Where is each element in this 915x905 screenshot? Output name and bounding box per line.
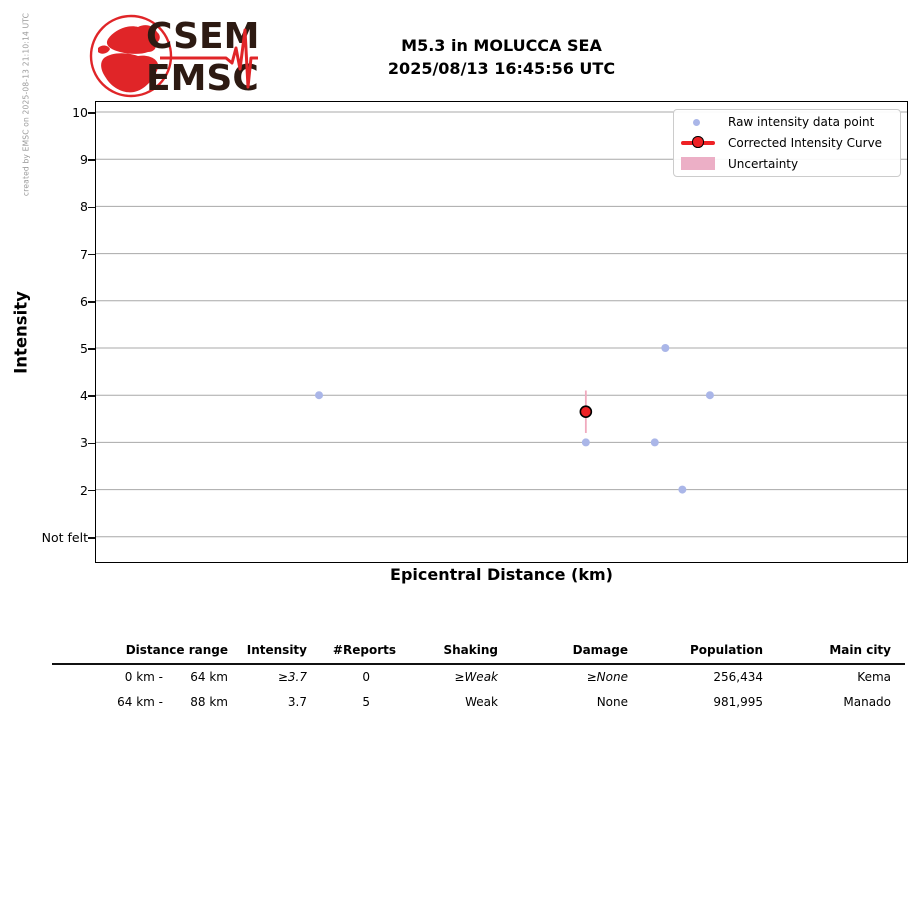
table-row-1-city: Kema <box>857 670 891 684</box>
y-tick-label: Not felt <box>41 529 88 545</box>
corrected-intensity-point <box>579 405 593 419</box>
header-reports: #Reports <box>332 643 396 657</box>
legend: Raw intensity data point Corrected Inten… <box>673 109 901 177</box>
y-tick-mark <box>88 395 95 397</box>
uncertainty-icon <box>681 157 715 171</box>
y-axis-tick-labels: 10 9 8 7 6 5 4 3 2 Not felt <box>0 103 88 563</box>
y-tick-label: 5 <box>80 341 88 356</box>
table-row-1-damage: ≥None <box>586 670 628 684</box>
legend-label-raw: Raw intensity data point <box>728 115 875 130</box>
raw-data-point <box>650 438 659 447</box>
range-end: 64 km <box>190 670 228 684</box>
logo-csem-text: CSEM <box>146 16 258 57</box>
raw-point-icon <box>681 115 715 129</box>
table-row-1-range: 0 km - 64 km <box>52 665 228 690</box>
y-tick-mark <box>88 301 95 303</box>
legend-item-raw: Raw intensity data point <box>681 112 900 132</box>
header-distance-range: Distance range <box>125 643 228 657</box>
header-intensity: Intensity <box>246 643 307 657</box>
table-row-1-reports: 0 <box>362 670 370 684</box>
y-tick-mark <box>88 112 95 114</box>
header-shaking: Shaking <box>443 643 498 657</box>
legend-label-corrected: Corrected Intensity Curve <box>728 135 883 150</box>
globe-icon <box>89 14 173 98</box>
header-main-city: Main city <box>829 643 891 657</box>
table-row-2-range: 64 km - 88 km <box>52 690 228 715</box>
legend-item-uncertainty: Uncertainty <box>681 154 900 174</box>
summary-table: Distance range Intensity #Reports Shakin… <box>52 640 905 715</box>
y-tick-mark <box>88 442 95 445</box>
table-row-1-intensity: ≥3.7 <box>277 670 307 684</box>
raw-data-point <box>678 485 687 494</box>
y-tick-mark <box>88 253 95 256</box>
table-header-rule <box>52 663 905 665</box>
raw-data-point <box>705 391 714 400</box>
raw-data-point <box>661 344 670 352</box>
table-row-2-city: Manado <box>843 695 891 709</box>
x-axis-title: Epicentral Distance (km) <box>390 565 613 584</box>
y-tick-label: 6 <box>80 293 88 309</box>
table-row-2-population: 981,995 <box>713 695 763 709</box>
table-row-1-population: 256,434 <box>713 670 763 684</box>
y-axis-tick-marks <box>88 103 96 563</box>
y-tick-label: 10 <box>72 105 88 120</box>
y-tick-label: 3 <box>80 435 88 451</box>
y-tick-mark <box>88 159 95 161</box>
y-tick-mark <box>88 206 95 209</box>
header-population: Population <box>689 643 763 657</box>
y-axis-title: Intensity <box>11 291 31 374</box>
y-tick-label: 7 <box>80 246 88 262</box>
y-tick-mark <box>88 489 95 492</box>
y-tick-label: 8 <box>80 199 88 215</box>
chart-title: M5.3 in MOLUCCA SEA 2025/08/13 16:45:56 … <box>96 34 907 80</box>
y-tick-label: 9 <box>80 152 88 168</box>
legend-item-corrected: Corrected Intensity Curve <box>681 133 900 153</box>
y-tick-label: 4 <box>80 388 88 404</box>
raw-data-point <box>581 438 590 447</box>
y-tick-label: 2 <box>80 482 88 498</box>
legend-label-uncertainty: Uncertainty <box>728 156 799 171</box>
header-damage: Damage <box>572 643 628 657</box>
seismogram-icon <box>160 28 258 89</box>
title-line2: 2025/08/13 16:45:56 UTC <box>387 59 616 78</box>
title-line1: M5.3 in MOLUCCA SEA <box>401 36 602 55</box>
table-row-1-shaking: ≥Weak <box>454 670 498 684</box>
range-end: 88 km <box>190 695 228 709</box>
plot-area: Raw intensity data point Corrected Inten… <box>95 101 908 563</box>
table-row-2-shaking: Weak <box>465 695 498 709</box>
raw-data-point <box>315 391 324 400</box>
y-tick-mark <box>88 348 95 350</box>
emsc-logo: CSEM EMSC <box>89 14 258 99</box>
table-row-2-reports: 5 <box>362 695 370 709</box>
table-row-2-intensity: 3.7 <box>287 695 307 709</box>
range-start: 0 km - <box>124 670 163 684</box>
table-row-2-damage: None <box>596 695 628 709</box>
corrected-curve-icon <box>681 136 715 150</box>
y-tick-mark <box>88 537 95 539</box>
range-start: 64 km - <box>117 695 163 709</box>
